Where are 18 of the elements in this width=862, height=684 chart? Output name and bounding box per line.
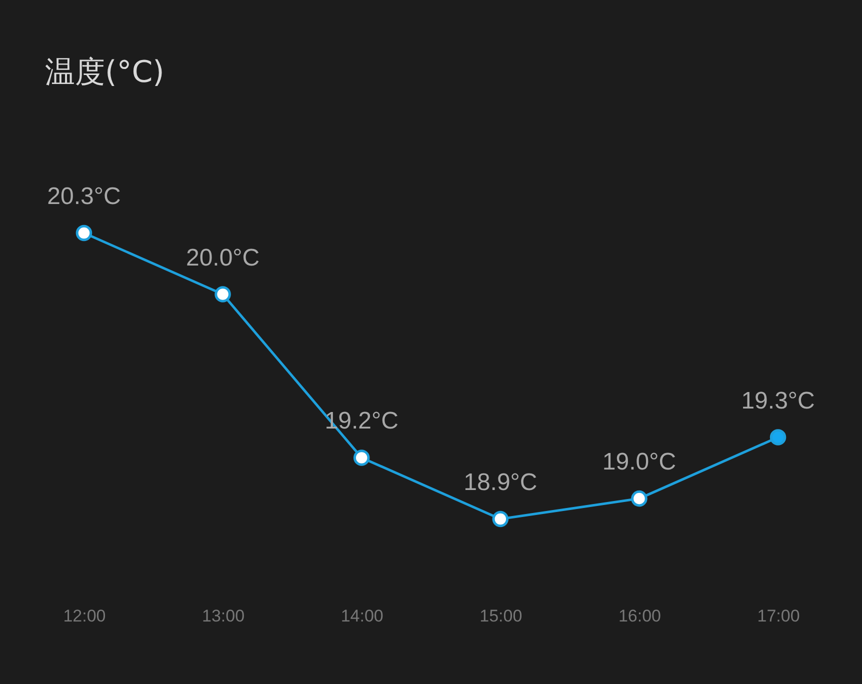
data-label: 19.3°C: [741, 387, 815, 414]
data-label: 20.3°C: [47, 183, 121, 210]
point: [770, 429, 786, 446]
x-tick-label: 14:00: [340, 606, 384, 626]
point: [492, 510, 509, 528]
x-tick-label: 17:00: [757, 606, 800, 626]
x-tick-label: 15:00: [480, 606, 522, 626]
point: [76, 224, 92, 242]
point: [631, 490, 648, 507]
data-label: 19.0°C: [602, 448, 676, 476]
x-tick-label: 13:00: [202, 606, 245, 626]
data-label: 18.9°C: [464, 469, 538, 496]
chart-title: 温度(°C): [45, 54, 164, 92]
x-tick-label: 12:00: [63, 606, 106, 626]
x-tick-label: 16:00: [618, 606, 661, 626]
data-label: 20.0°C: [186, 244, 260, 272]
point: [214, 286, 231, 302]
point: [353, 450, 370, 466]
